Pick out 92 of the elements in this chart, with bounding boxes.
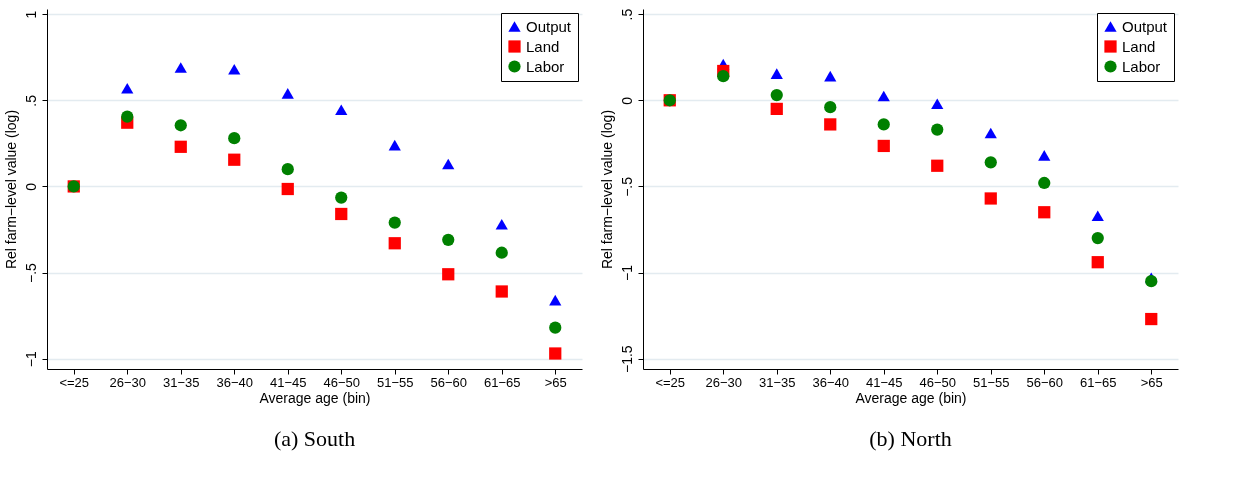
point bbox=[121, 110, 134, 123]
point bbox=[1145, 312, 1158, 326]
point bbox=[1091, 210, 1104, 221]
x-tick-label: 36−40 bbox=[812, 374, 850, 390]
point bbox=[1038, 176, 1051, 190]
y-tick-label: 0 bbox=[618, 96, 635, 105]
point bbox=[1091, 256, 1104, 269]
x-tick-label: 46−50 bbox=[919, 374, 957, 390]
point bbox=[335, 191, 348, 204]
point bbox=[335, 104, 348, 116]
point bbox=[770, 89, 783, 102]
point bbox=[549, 294, 562, 306]
point bbox=[281, 163, 294, 176]
point bbox=[770, 102, 783, 116]
y-axis-title: Rel farm−level value (log) bbox=[2, 109, 19, 270]
point bbox=[770, 68, 783, 79]
x-tick-label: 61−65 bbox=[1079, 374, 1117, 390]
point bbox=[877, 139, 890, 153]
point bbox=[877, 90, 890, 102]
point bbox=[824, 101, 837, 114]
point bbox=[931, 159, 944, 172]
legend-label: Labor bbox=[1122, 57, 1161, 75]
point bbox=[717, 70, 730, 83]
x-tick-label: >65 bbox=[544, 374, 567, 390]
point bbox=[335, 207, 348, 221]
point bbox=[877, 118, 890, 131]
point bbox=[495, 246, 508, 259]
point bbox=[442, 233, 455, 246]
x-tick-label: 36−40 bbox=[216, 374, 254, 390]
point bbox=[931, 98, 944, 110]
y-tick-label: −.5 bbox=[22, 262, 39, 283]
y-tick-label: −1.5 bbox=[618, 345, 635, 373]
point bbox=[549, 321, 562, 334]
point bbox=[442, 158, 455, 170]
x-axis-title: Average age (bin) bbox=[259, 389, 371, 406]
point bbox=[1145, 275, 1158, 288]
point bbox=[984, 156, 997, 169]
point bbox=[281, 88, 294, 99]
point bbox=[549, 347, 562, 360]
point bbox=[388, 216, 401, 229]
x-tick-label: 26−30 bbox=[705, 374, 743, 390]
x-tick-label: 31−35 bbox=[162, 374, 200, 390]
point bbox=[495, 285, 508, 298]
x-tick-label: 41−45 bbox=[865, 374, 903, 390]
legend-label: Output bbox=[1122, 17, 1168, 35]
point bbox=[931, 123, 944, 136]
y-tick-label: −1 bbox=[22, 350, 39, 368]
point bbox=[228, 153, 241, 166]
point bbox=[1038, 206, 1051, 219]
point bbox=[121, 82, 134, 94]
point bbox=[281, 182, 294, 196]
x-tick-label: 51−55 bbox=[972, 374, 1010, 390]
point bbox=[824, 118, 837, 131]
point bbox=[174, 119, 187, 132]
point bbox=[228, 63, 241, 75]
point bbox=[984, 127, 997, 139]
x-tick-label: 56−60 bbox=[1026, 374, 1064, 390]
y-axis-title: Rel farm−level value (log) bbox=[598, 109, 615, 270]
point bbox=[495, 219, 508, 230]
y-tick-label: −1 bbox=[618, 264, 635, 282]
point bbox=[984, 192, 997, 205]
x-tick-label: 51−55 bbox=[376, 374, 414, 390]
point bbox=[1038, 150, 1051, 161]
point bbox=[228, 132, 241, 145]
x-tick-label: 61−65 bbox=[483, 374, 521, 390]
x-tick-label: 41−45 bbox=[269, 374, 307, 390]
y-tick-label: .5 bbox=[618, 8, 635, 21]
legend-label: Land bbox=[1122, 37, 1156, 55]
point bbox=[174, 62, 187, 73]
x-tick-label: 26−30 bbox=[109, 374, 147, 390]
point bbox=[442, 268, 455, 281]
x-tick-label: >65 bbox=[1140, 374, 1163, 390]
x-tick-label: 56−60 bbox=[430, 374, 468, 390]
point bbox=[824, 70, 837, 82]
legend-label: Labor bbox=[526, 57, 565, 75]
text: (b) North bbox=[869, 426, 952, 451]
point bbox=[174, 140, 187, 153]
legend-label: Land bbox=[526, 37, 560, 55]
x-tick-label: 46−50 bbox=[323, 374, 361, 390]
text: (a) South bbox=[273, 426, 356, 451]
y-tick-label: .5 bbox=[22, 94, 39, 107]
point bbox=[1091, 231, 1104, 245]
x-tick-label: <=25 bbox=[59, 374, 90, 390]
y-tick-label: 1 bbox=[22, 10, 39, 19]
y-tick-label: 0 bbox=[22, 182, 39, 191]
point bbox=[388, 237, 401, 250]
x-tick-label: <=25 bbox=[655, 374, 686, 390]
y-tick-label: −.5 bbox=[618, 176, 635, 197]
x-tick-label: 31−35 bbox=[758, 374, 796, 390]
x-axis-title: Average age (bin) bbox=[855, 389, 967, 406]
point bbox=[388, 139, 401, 151]
legend-label: Output bbox=[526, 17, 572, 35]
